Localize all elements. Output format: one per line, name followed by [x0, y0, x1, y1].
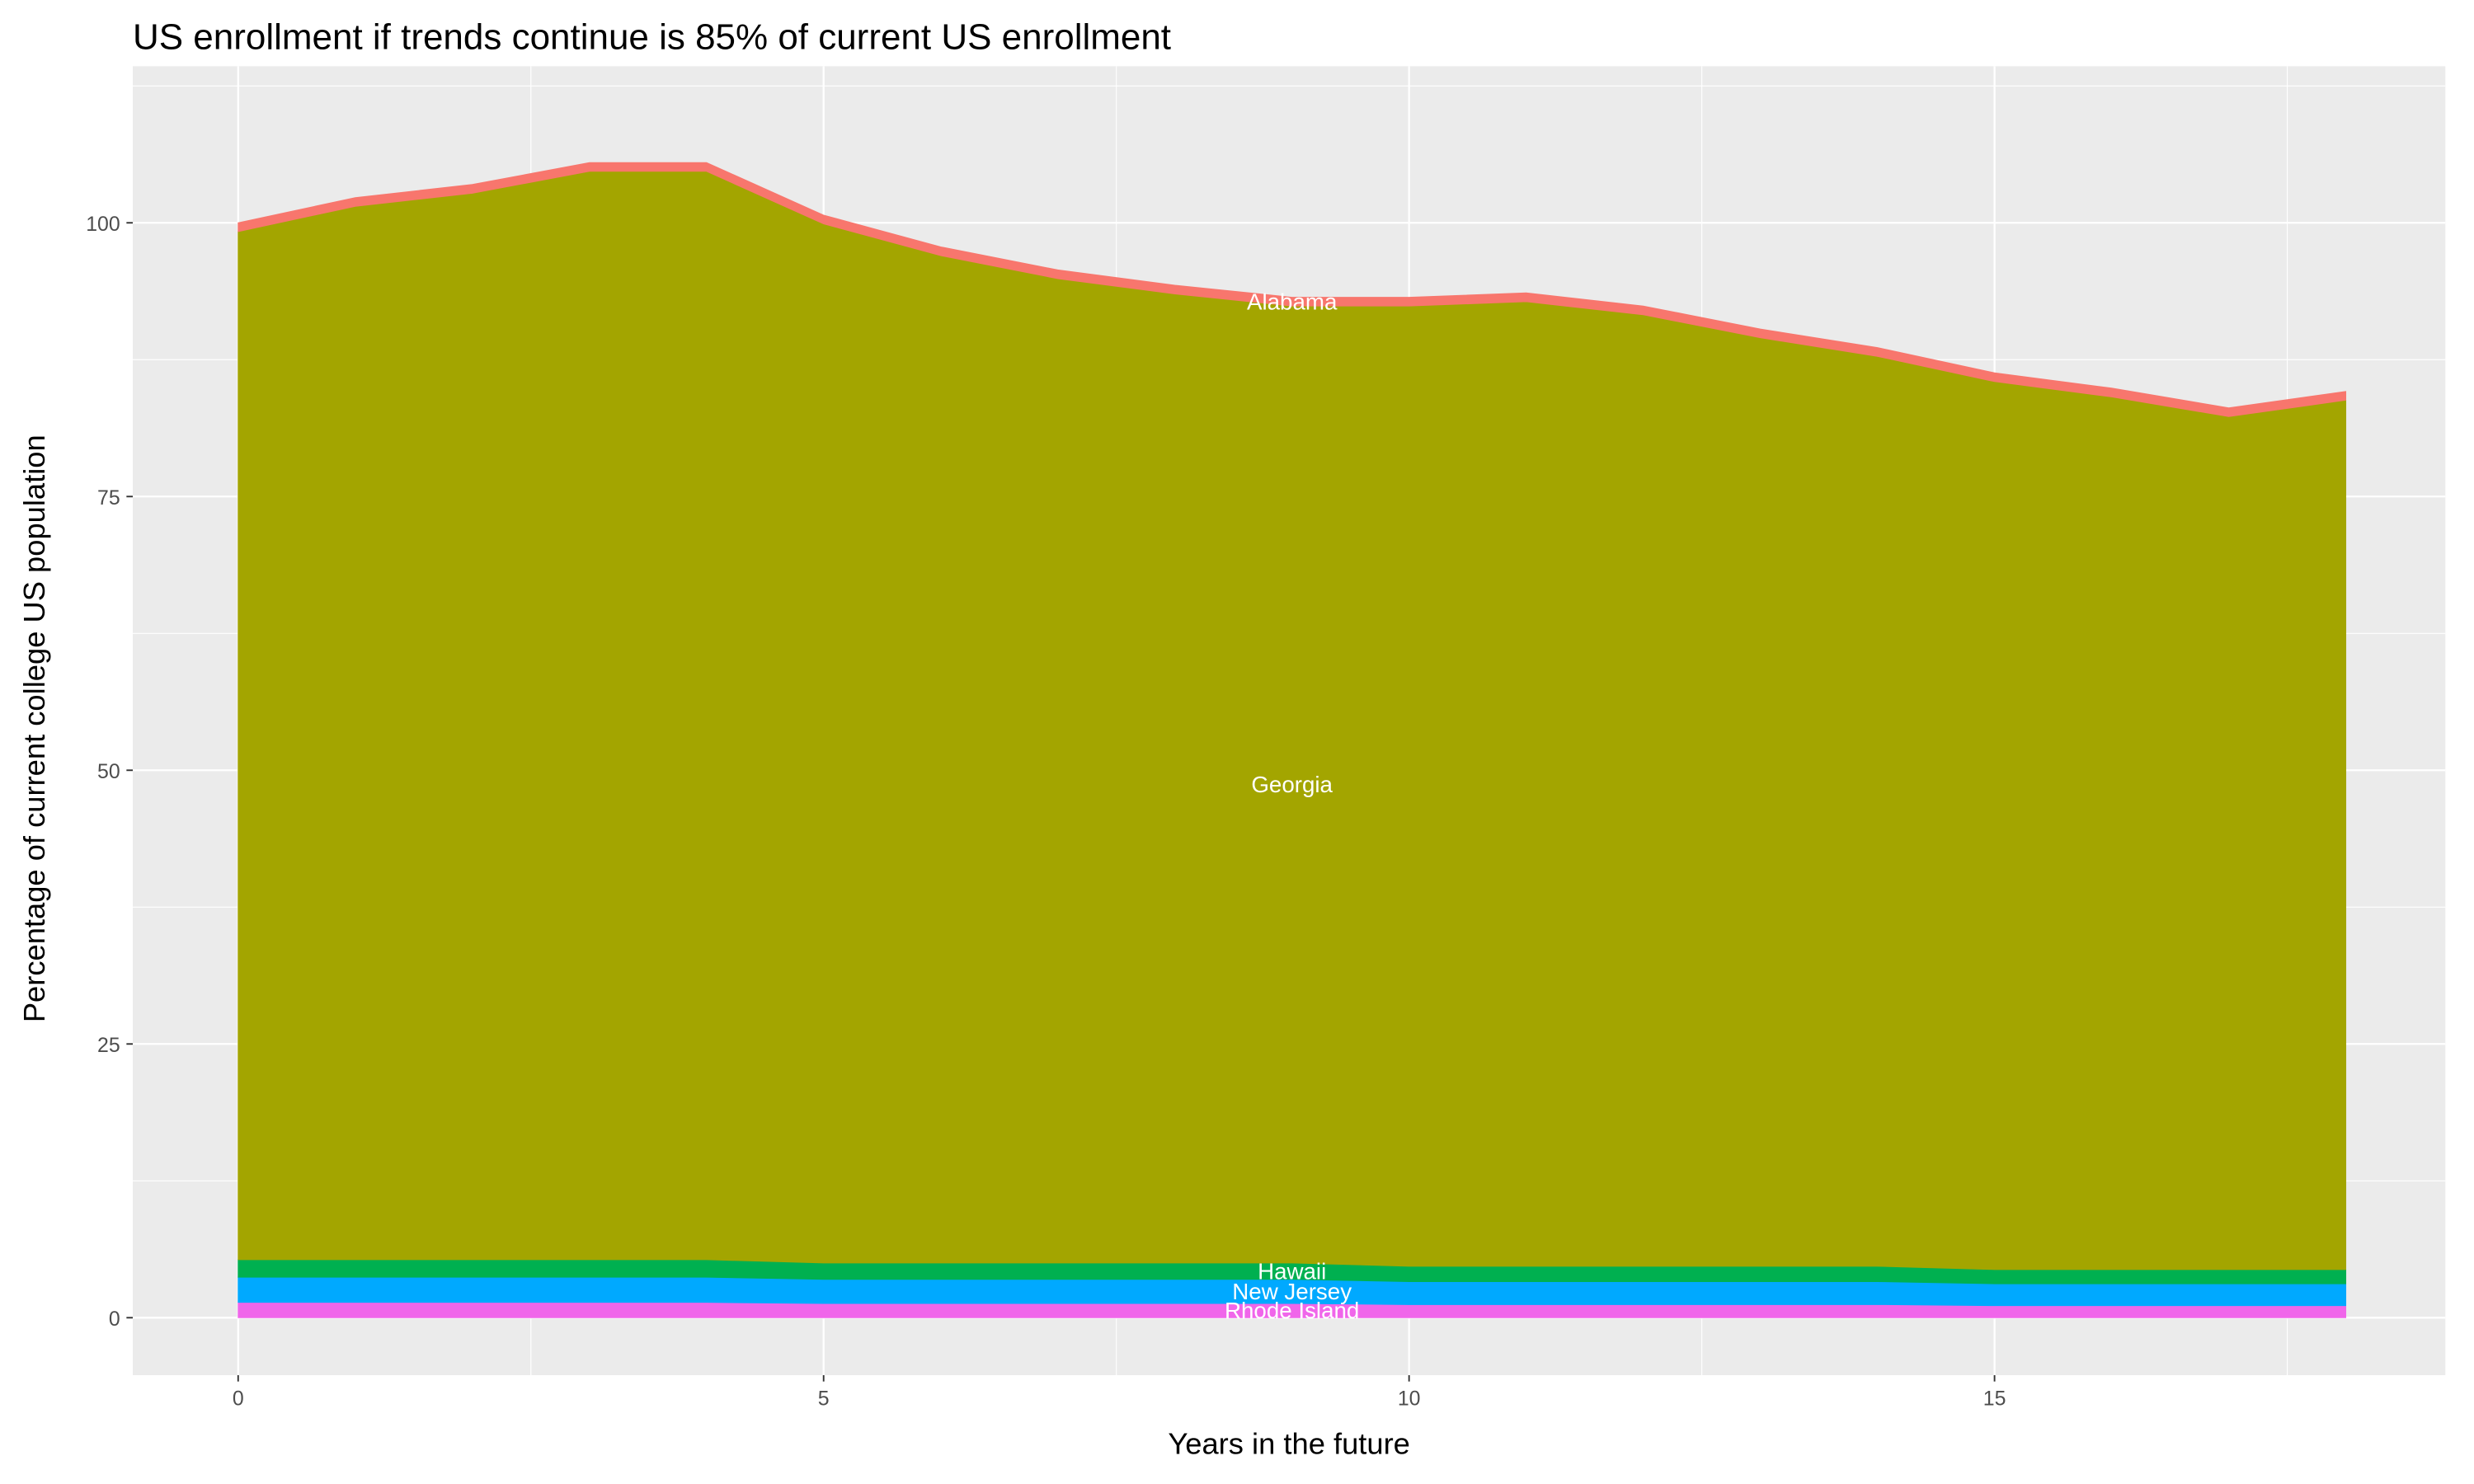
area-label: Rhode Island [1225, 1298, 1359, 1323]
y-tick-label: 25 [97, 1034, 120, 1057]
y-tick-label: 75 [97, 486, 120, 510]
area-label: Hawaii [1258, 1258, 1326, 1284]
x-tick-label: 0 [233, 1387, 244, 1410]
x-tick-label: 15 [1983, 1387, 2006, 1410]
area-label: New Jersey [1232, 1279, 1352, 1304]
x-tick-label: 10 [1398, 1387, 1421, 1410]
area [238, 162, 2347, 417]
x-axis-title: Years in the future [1168, 1427, 1410, 1461]
y-tick-label: 50 [97, 760, 120, 783]
y-axis-title: Percentage of current college US populat… [17, 434, 51, 1022]
area-label: Alabama [1247, 289, 1338, 314]
area-label: Georgia [1251, 772, 1333, 797]
x-tick-label: 5 [818, 1387, 830, 1410]
chart-title: US enrollment if trends continue is 85% … [133, 16, 1171, 57]
y-tick-label: 100 [86, 213, 120, 236]
y-tick-label: 0 [109, 1308, 120, 1331]
